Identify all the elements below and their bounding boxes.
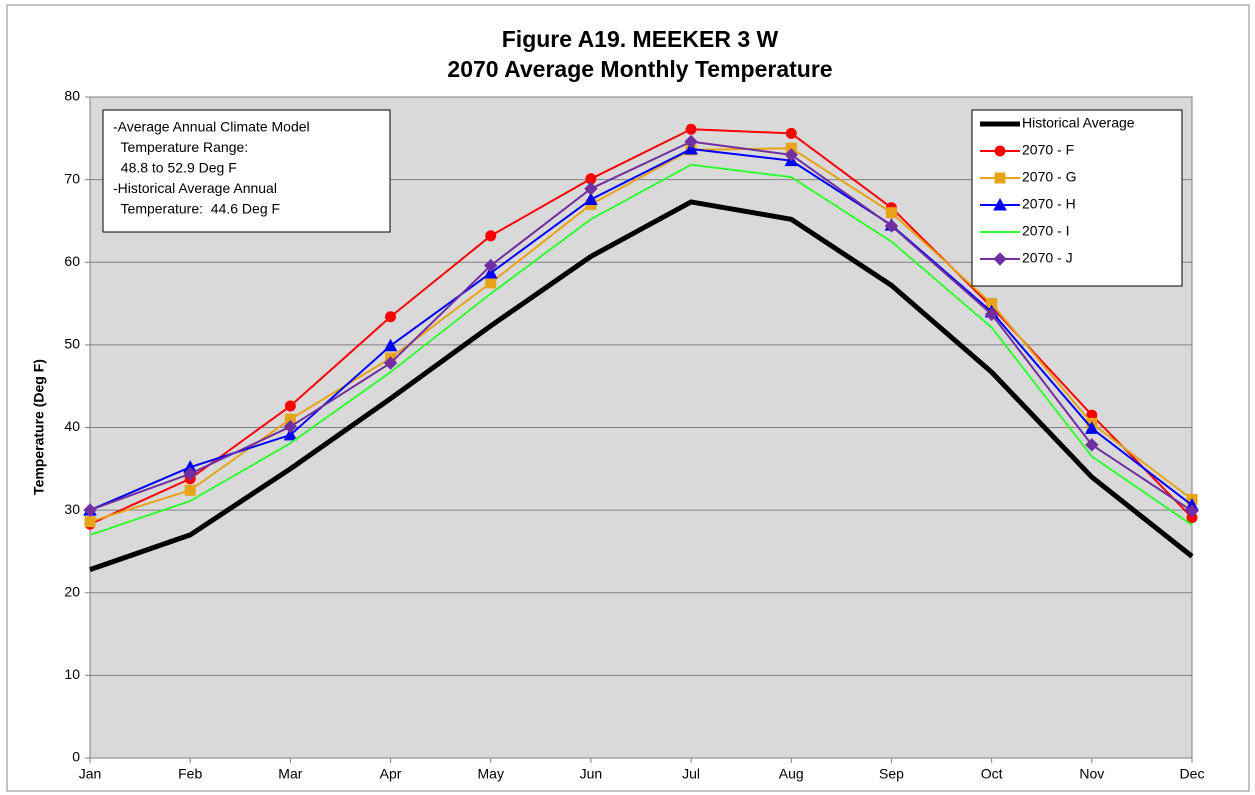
y-tick-label: 10: [64, 666, 80, 682]
marker: [485, 277, 497, 289]
marker: [1085, 438, 1099, 452]
series-line: [89, 163, 1193, 536]
y-tick-label: 70: [64, 170, 80, 186]
y-tick-label: 20: [64, 583, 80, 599]
x-tick-label: Jul: [682, 766, 700, 782]
y-tick-label: 0: [72, 749, 80, 765]
x-tick-label: Oct: [981, 766, 1003, 782]
marker: [283, 419, 298, 434]
annotation-line: -Average Annual Climate Model: [113, 119, 310, 135]
x-tick-label: Nov: [1079, 766, 1104, 782]
legend-label: 2070 - J: [1022, 250, 1073, 266]
annotation-box: [102, 109, 391, 233]
x-tick-label: Mar: [278, 766, 302, 782]
x-tick-label: Dec: [1180, 766, 1205, 782]
legend-label: 2070 - F: [1022, 142, 1074, 158]
series-line: [89, 148, 1193, 512]
legend-label: 2070 - G: [1022, 169, 1076, 185]
y-tick-label: 80: [64, 88, 80, 104]
series-line: [89, 147, 1193, 523]
x-tick-label: Sep: [879, 766, 904, 782]
marker: [1185, 504, 1199, 518]
annotation-line: Temperature: 44.6 Deg F: [113, 201, 280, 217]
marker: [84, 516, 96, 528]
x-tick-label: Feb: [178, 766, 202, 782]
marker: [993, 197, 1007, 211]
marker: [684, 142, 698, 155]
marker: [385, 311, 397, 323]
marker: [684, 134, 698, 149]
series-line: [89, 140, 1193, 512]
annotation-line: Temperature Range:: [113, 139, 248, 155]
marker: [83, 503, 97, 517]
y-tick-label: 60: [64, 253, 80, 269]
y-axis-label: Temperature (Deg F): [31, 359, 47, 495]
x-tick-label: May: [478, 766, 504, 782]
marker: [984, 307, 999, 322]
marker: [283, 427, 298, 441]
marker: [785, 127, 797, 139]
legend-label: 2070 - H: [1022, 196, 1076, 212]
marker: [1084, 421, 1099, 434]
marker: [584, 182, 598, 196]
marker: [884, 219, 899, 233]
marker: [584, 192, 598, 205]
marker: [994, 145, 1006, 157]
marker: [184, 484, 196, 496]
marker: [885, 207, 897, 219]
legend-label: 2070 - I: [1022, 223, 1069, 239]
y-tick-label: 50: [64, 336, 80, 352]
marker: [284, 400, 296, 412]
annotation-line: -Historical Average Annual: [113, 180, 277, 196]
marker: [383, 338, 398, 352]
marker: [784, 148, 798, 162]
legend-label: Historical Average: [1022, 115, 1135, 131]
y-tick-label: 40: [64, 418, 80, 434]
x-tick-label: Apr: [380, 766, 402, 782]
marker: [993, 252, 1007, 266]
series-line: [89, 199, 1194, 572]
marker: [685, 123, 697, 135]
legend-box: [971, 109, 1183, 287]
y-tick-label: 30: [64, 501, 80, 517]
chart-title: Figure A19. MEEKER 3 W: [502, 26, 779, 52]
x-tick-label: Jun: [580, 766, 603, 782]
marker: [994, 172, 1006, 184]
marker: [484, 258, 498, 273]
x-tick-label: Aug: [779, 766, 804, 782]
marker: [483, 265, 498, 279]
marker: [383, 356, 398, 370]
annotation-line: 48.8 to 52.9 Deg F: [113, 160, 237, 176]
x-tick-label: Jan: [79, 766, 102, 782]
chart-subtitle: 2070 Average Monthly Temperature: [447, 56, 832, 82]
marker: [183, 467, 197, 481]
marker: [485, 230, 497, 242]
